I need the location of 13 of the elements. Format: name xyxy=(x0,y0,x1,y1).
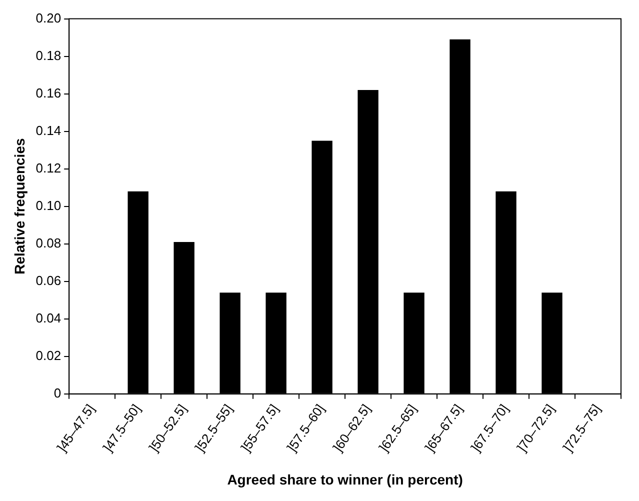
y-tick-label: 0.08 xyxy=(36,235,62,250)
x-axis-title: Agreed share to winner (in percent) xyxy=(227,471,463,488)
y-tick-label: 0.18 xyxy=(36,48,62,63)
y-tick-label: 0.04 xyxy=(36,310,62,326)
y-tick-label: 0 xyxy=(54,385,62,400)
y-tick-label: 0.20 xyxy=(36,10,62,26)
y-tick-label: 0.06 xyxy=(36,272,62,288)
y-tick-label: 0.12 xyxy=(36,160,62,176)
y-tick-label: 0.14 xyxy=(36,122,62,138)
y-tick-label: 0.02 xyxy=(36,348,62,363)
y-tick-label: 0.16 xyxy=(36,85,62,100)
y-axis-title: Relative frequencies xyxy=(11,138,28,274)
y-tick-label: 0.10 xyxy=(36,198,62,213)
